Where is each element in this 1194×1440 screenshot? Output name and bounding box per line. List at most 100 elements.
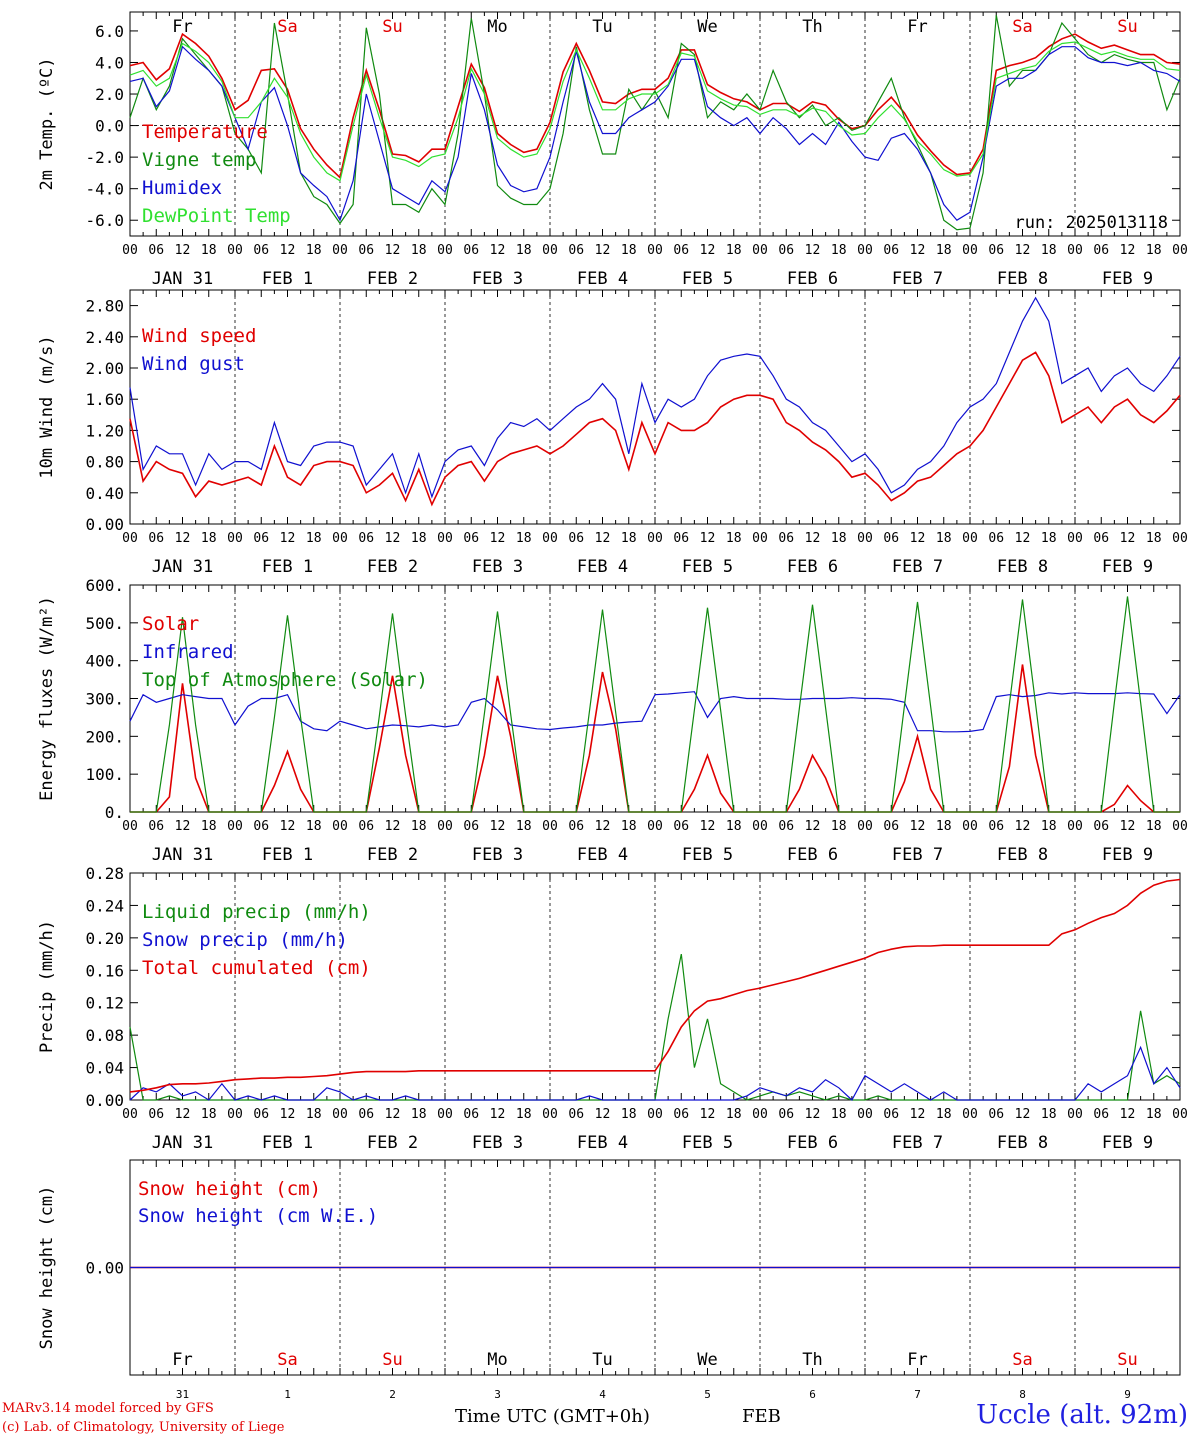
y-axis-label: Snow height (cm) xyxy=(37,1186,57,1350)
weekday-label: Su xyxy=(1117,17,1137,37)
hour-tick-label: 00 xyxy=(542,819,558,834)
hour-tick-label: 00 xyxy=(752,531,768,546)
day-number-label: 31 xyxy=(176,1388,189,1401)
hour-tick-label: 06 xyxy=(778,531,794,546)
day-number-label: 4 xyxy=(599,1388,606,1401)
y-tick-label: -4.0 xyxy=(85,180,124,199)
hour-tick-label: 18 xyxy=(831,1107,847,1122)
hour-tick-label: 06 xyxy=(148,1107,164,1122)
date-label: FEB 1 xyxy=(262,557,313,577)
hour-tick-label: 18 xyxy=(306,1107,322,1122)
hour-tick-label: 12 xyxy=(175,819,191,834)
hour-tick-label: 00 xyxy=(857,531,873,546)
weekday-label: Fr xyxy=(907,1350,927,1370)
y-tick-label: 0.24 xyxy=(85,896,124,915)
date-label: FEB 9 xyxy=(1102,1133,1153,1153)
hour-tick-label: 18 xyxy=(831,819,847,834)
hour-tick-label: 00 xyxy=(962,1107,978,1122)
hour-tick-label: 12 xyxy=(490,819,506,834)
hour-tick-label: 18 xyxy=(1146,819,1162,834)
y-tick-label: 500. xyxy=(85,614,124,633)
hour-tick-label: 12 xyxy=(1015,243,1031,258)
hour-tick-label: 12 xyxy=(280,1107,296,1122)
date-label: FEB 3 xyxy=(472,845,523,865)
date-label: FEB 2 xyxy=(367,1133,418,1153)
hour-tick-label: 06 xyxy=(568,531,584,546)
y-tick-label: 0.12 xyxy=(85,994,124,1013)
y-tick-label: 0.28 xyxy=(85,864,124,883)
hour-tick-label: 06 xyxy=(568,243,584,258)
hour-tick-label: 18 xyxy=(936,819,952,834)
hour-tick-label: 12 xyxy=(280,531,296,546)
hour-tick-label: 06 xyxy=(778,243,794,258)
hour-tick-label: 06 xyxy=(358,819,374,834)
date-label: JAN 31 xyxy=(152,1133,213,1153)
legend-entry: Humidex xyxy=(142,177,222,199)
weekday-label: We xyxy=(697,1350,717,1370)
hour-tick-label: 12 xyxy=(1120,243,1136,258)
series-line-top-of-atmosphere-solar- xyxy=(130,596,1180,813)
date-label: FEB 9 xyxy=(1102,269,1153,289)
hour-tick-label: 12 xyxy=(490,1107,506,1122)
hour-tick-label: 06 xyxy=(1093,243,1109,258)
hour-tick-label: 00 xyxy=(1067,531,1083,546)
hour-tick-label: 00 xyxy=(962,819,978,834)
legend-entry: Wind gust xyxy=(142,353,245,375)
y-tick-label: 2.40 xyxy=(85,328,124,347)
hour-tick-label: 18 xyxy=(516,531,532,546)
y-tick-label: 0.04 xyxy=(85,1059,124,1078)
date-label: FEB 4 xyxy=(577,557,628,577)
hour-tick-label: 18 xyxy=(516,1107,532,1122)
hour-tick-label: 12 xyxy=(385,819,401,834)
hour-tick-label: 00 xyxy=(1172,1107,1188,1122)
hour-tick-label: 12 xyxy=(175,531,191,546)
date-label: FEB 3 xyxy=(472,1133,523,1153)
hour-tick-label: 18 xyxy=(1146,243,1162,258)
date-label: FEB 9 xyxy=(1102,557,1153,577)
series-line-wind-gust xyxy=(129,296,1181,499)
y-tick-label: -6.0 xyxy=(85,211,124,230)
y-tick-label: 4.0 xyxy=(95,53,124,72)
day-number-label: 6 xyxy=(809,1388,816,1401)
hour-tick-label: 00 xyxy=(437,243,453,258)
date-label: FEB 2 xyxy=(367,557,418,577)
date-label: FEB 6 xyxy=(787,269,838,289)
hour-tick-label: 06 xyxy=(358,531,374,546)
date-label: FEB 7 xyxy=(892,1133,943,1153)
hour-tick-label: 06 xyxy=(358,243,374,258)
series-line-vigne-temp xyxy=(129,15,1181,231)
hour-tick-label: 00 xyxy=(962,531,978,546)
hour-tick-label: 12 xyxy=(280,819,296,834)
y-tick-label: 2.80 xyxy=(85,297,124,316)
hour-tick-label: 06 xyxy=(148,819,164,834)
y-tick-label: 0.00 xyxy=(85,1091,124,1110)
hour-tick-label: 12 xyxy=(700,531,716,546)
date-label: FEB 7 xyxy=(892,269,943,289)
day-number-label: 9 xyxy=(1124,1388,1131,1401)
station-label: Uccle (alt. 92m) xyxy=(976,1400,1188,1430)
y-tick-label: 0.0 xyxy=(95,117,124,136)
date-label: FEB 5 xyxy=(682,269,733,289)
hour-tick-label: 18 xyxy=(621,1107,637,1122)
series-line-total-cumulated-cm- xyxy=(129,878,1181,1093)
y-axis-label: Energy fluxes (W/m²) xyxy=(37,596,57,801)
date-label: FEB 1 xyxy=(262,845,313,865)
legend-entry: Solar xyxy=(142,613,199,635)
run-label: run: 2025013118 xyxy=(1014,213,1168,233)
date-label: FEB 1 xyxy=(262,1133,313,1153)
hour-tick-label: 06 xyxy=(1093,531,1109,546)
hour-tick-label: 06 xyxy=(883,531,899,546)
hour-tick-label: 00 xyxy=(332,1107,348,1122)
weekday-label: Sa xyxy=(277,1350,297,1370)
hour-tick-label: 00 xyxy=(647,531,663,546)
legend-entry: Snow height (cm) xyxy=(138,1178,321,1200)
hour-tick-label: 00 xyxy=(542,531,558,546)
y-tick-label: 1.20 xyxy=(85,421,124,440)
hour-tick-label: 18 xyxy=(411,531,427,546)
hour-tick-label: 00 xyxy=(647,243,663,258)
hour-tick-label: 12 xyxy=(490,531,506,546)
weekday-label: We xyxy=(697,17,717,37)
legend-entry: Snow precip (mm/h) xyxy=(142,929,348,951)
hour-tick-label: 18 xyxy=(411,819,427,834)
hour-tick-label: 00 xyxy=(437,819,453,834)
